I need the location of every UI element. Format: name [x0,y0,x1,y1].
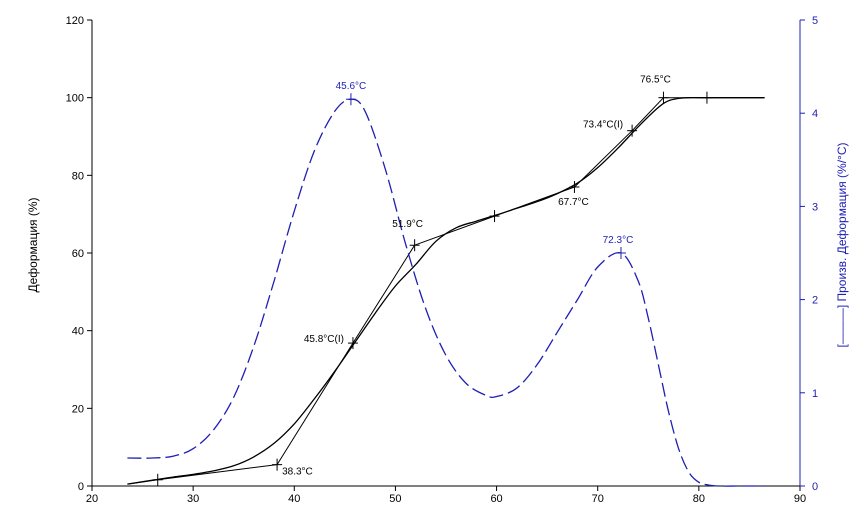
y-tick-label: 80 [72,170,84,182]
point-marker [569,180,580,193]
point-marker [489,210,500,223]
point-marker [615,247,626,259]
point-marker [701,91,712,104]
y-tick-label: 40 [72,326,84,338]
point-marker [627,124,638,137]
point-marker [347,337,358,350]
y2-tick-label: 4 [812,108,818,120]
x-tick-label: 20 [86,493,98,505]
y-axis-title: Деформация (%) [26,197,40,292]
data-label: 38.3°C [282,467,313,478]
derivative-curve [127,98,765,487]
data-label: 51.9°C [392,219,423,230]
data-label: 45.6°C [336,81,367,92]
tangent-line [574,97,664,188]
x-tick-label: 80 [693,493,705,505]
data-label: 73.4°C(I) [583,120,623,131]
y2-tick-label: 2 [812,295,818,307]
y-tick-label: 20 [72,403,84,415]
x-tick-label: 40 [288,493,300,505]
data-label: 45.8°C(I) [304,334,344,345]
tangent-lines [127,97,765,485]
y2-tick-label: 1 [812,388,818,400]
x-tick-label: 60 [490,493,502,505]
y2-tick-label: 5 [812,15,818,27]
x-tick-label: 70 [592,493,604,505]
y2-axis-title: [———] Произв. Деформация (%/°C) [835,142,849,347]
data-label: 67.7°C [558,197,589,208]
data-label: 76.5°C [640,75,671,86]
point-marker [345,93,356,106]
annotation-layer: 38.3°C 45.8°C(I) 51.9°C 67.7°C 73.4°C(I) 76.5… [282,75,671,478]
data-label: 72.3°C [603,235,634,246]
deformation-curve [127,96,765,485]
point-marker [272,458,283,471]
series-layer [127,96,765,487]
x-tick-label: 30 [187,493,199,505]
point-marker [658,91,669,104]
x-tick-label: 50 [389,493,401,505]
y-tick-label: 100 [66,93,84,105]
y2-tick-label: 3 [812,201,818,213]
marker-layer [152,91,712,486]
y-tick-label: 60 [72,248,84,260]
x-tick-label: 90 [794,493,806,505]
point-marker [152,473,163,486]
y2-tick-label: 0 [812,481,818,493]
point-marker [409,239,420,252]
y-tick-label: 0 [78,481,84,493]
y-tick-label: 120 [66,15,84,27]
